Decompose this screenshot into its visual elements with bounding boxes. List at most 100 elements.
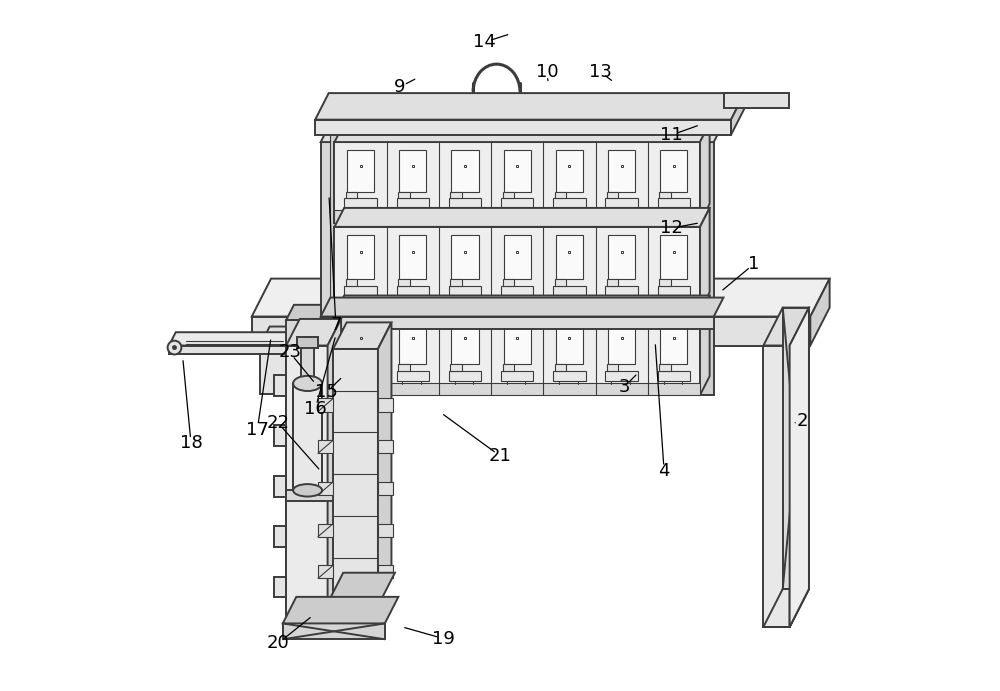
Text: 9: 9	[394, 78, 406, 96]
Bar	[346, 191, 357, 198]
Bar	[503, 364, 514, 370]
Polygon shape	[334, 314, 700, 395]
Bar	[347, 150, 374, 192]
Polygon shape	[312, 307, 332, 627]
Bar	[658, 198, 690, 209]
Polygon shape	[318, 440, 333, 453]
Text: 12: 12	[660, 219, 682, 237]
Polygon shape	[286, 346, 328, 627]
Bar	[553, 286, 586, 297]
Polygon shape	[321, 298, 723, 316]
Bar	[504, 150, 531, 192]
Bar	[450, 191, 462, 198]
Polygon shape	[321, 123, 344, 142]
Polygon shape	[700, 296, 710, 395]
Bar	[660, 323, 687, 364]
Bar	[504, 236, 531, 279]
Polygon shape	[700, 208, 710, 311]
Text: 23: 23	[278, 343, 301, 361]
Polygon shape	[334, 383, 700, 395]
Bar	[398, 279, 410, 286]
Bar	[346, 279, 357, 286]
Bar	[451, 150, 479, 192]
Polygon shape	[333, 323, 391, 349]
Polygon shape	[328, 319, 341, 627]
Ellipse shape	[293, 376, 322, 391]
Polygon shape	[700, 123, 723, 142]
Bar	[330, 599, 381, 627]
Polygon shape	[260, 346, 286, 394]
Bar	[608, 323, 635, 364]
Polygon shape	[169, 332, 293, 346]
Bar	[397, 286, 429, 297]
Bar	[451, 323, 479, 364]
Bar	[344, 198, 377, 209]
Text: 18: 18	[180, 435, 202, 453]
Polygon shape	[286, 305, 411, 320]
Bar	[449, 198, 481, 209]
Polygon shape	[283, 623, 385, 639]
Bar	[347, 323, 374, 364]
Polygon shape	[334, 123, 710, 142]
Bar	[398, 364, 410, 370]
Polygon shape	[334, 299, 700, 311]
Polygon shape	[318, 399, 333, 412]
Bar	[555, 191, 566, 198]
Polygon shape	[334, 296, 710, 314]
Ellipse shape	[293, 484, 322, 497]
Text: 14: 14	[473, 33, 496, 51]
Text: 17: 17	[246, 421, 269, 439]
Bar	[346, 364, 357, 370]
Polygon shape	[378, 399, 393, 412]
Bar	[660, 236, 687, 279]
Bar	[607, 364, 618, 370]
Bar	[301, 341, 314, 384]
Bar	[555, 364, 566, 370]
Polygon shape	[274, 426, 286, 446]
Bar	[399, 236, 426, 279]
Text: 2: 2	[796, 413, 808, 430]
Bar	[608, 150, 635, 192]
Text: 10: 10	[536, 63, 558, 81]
Bar	[605, 198, 638, 209]
Bar	[503, 191, 514, 198]
Text: 13: 13	[589, 63, 611, 81]
Text: 4: 4	[658, 462, 670, 480]
Bar	[297, 337, 318, 348]
Bar	[556, 236, 583, 279]
Bar	[608, 236, 635, 279]
Bar	[660, 150, 687, 192]
Bar	[344, 370, 377, 381]
Bar	[450, 279, 462, 286]
Polygon shape	[306, 307, 332, 589]
Bar	[397, 198, 429, 209]
Polygon shape	[274, 476, 286, 497]
Polygon shape	[334, 210, 700, 223]
Polygon shape	[763, 307, 809, 346]
Bar	[659, 364, 671, 370]
Polygon shape	[286, 320, 403, 346]
Bar	[503, 279, 514, 286]
Polygon shape	[286, 327, 296, 394]
Polygon shape	[252, 278, 830, 316]
Bar	[556, 150, 583, 192]
Text: 15: 15	[315, 384, 338, 401]
Bar	[607, 191, 618, 198]
Polygon shape	[252, 316, 810, 346]
Polygon shape	[330, 123, 344, 376]
Polygon shape	[763, 346, 790, 627]
Polygon shape	[286, 307, 332, 346]
Polygon shape	[321, 142, 334, 395]
Bar	[347, 236, 374, 279]
Bar	[605, 370, 638, 381]
Circle shape	[172, 346, 177, 350]
Polygon shape	[274, 375, 286, 396]
Bar	[398, 191, 410, 198]
Polygon shape	[260, 327, 296, 346]
Bar	[605, 286, 638, 297]
Bar	[399, 323, 426, 364]
Text: 19: 19	[432, 630, 455, 647]
Polygon shape	[274, 576, 286, 597]
Bar	[397, 370, 429, 381]
Bar	[553, 198, 586, 209]
